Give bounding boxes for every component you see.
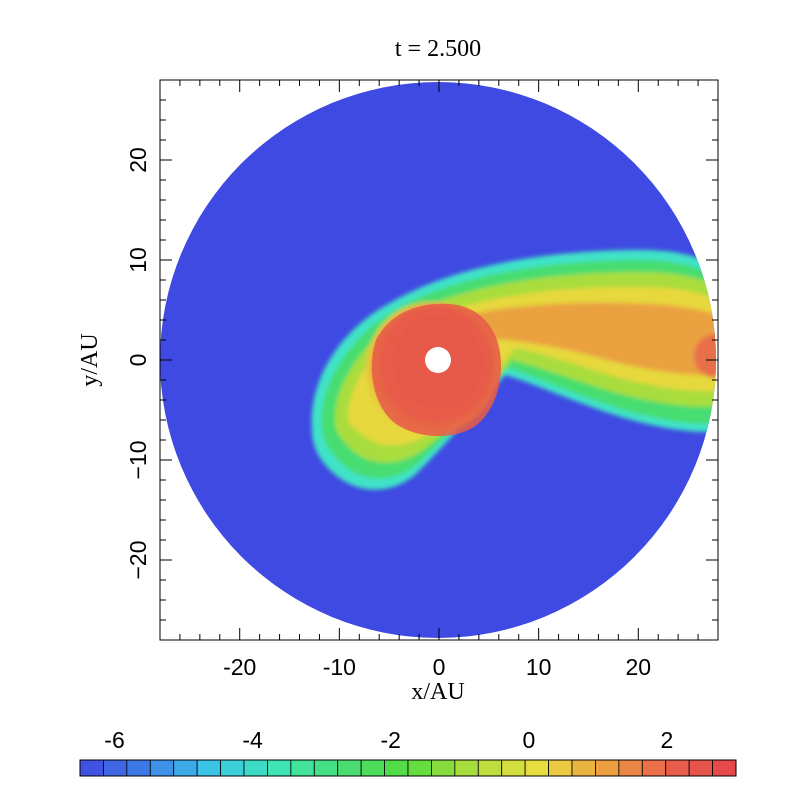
x-tick-label: 20 xyxy=(625,654,651,680)
x-tick-label: -20 xyxy=(223,654,256,680)
colorbar-segment xyxy=(477,759,503,777)
colorbar-segment xyxy=(243,759,268,777)
colorbar-segment xyxy=(337,759,362,777)
y-tick-label: −20 xyxy=(125,540,151,579)
y-tick-label: −10 xyxy=(125,440,151,479)
plot-area xyxy=(159,79,719,641)
colorbar-tick-label: -4 xyxy=(242,727,263,753)
colorbar-segment xyxy=(431,759,456,777)
colorbar-segment xyxy=(571,759,596,777)
colorbar-segment xyxy=(524,759,549,777)
colorbar-segment xyxy=(618,759,643,777)
colorbar-segment xyxy=(103,759,128,777)
colorbar xyxy=(79,759,737,777)
colorbar-segment xyxy=(149,759,175,777)
colorbar-tick-label: 0 xyxy=(522,727,535,753)
colorbar-segment xyxy=(454,759,479,777)
colorbar-segment xyxy=(313,759,339,777)
colorbar-segment xyxy=(384,759,409,777)
colorbar-segment xyxy=(360,759,385,777)
colorbar-segment xyxy=(290,759,315,777)
colorbar-tick-label: 2 xyxy=(661,727,674,753)
colorbar-tick-labels: -6 -4 -2 0 2 xyxy=(104,727,673,753)
x-tick-label: -10 xyxy=(323,654,356,680)
arm-orange xyxy=(440,302,716,376)
x-tick-labels: -20 -10 0 10 20 xyxy=(223,654,651,680)
y-tick-label: 20 xyxy=(125,147,151,173)
chart-title: t = 2.500 xyxy=(395,36,481,62)
x-tick-label: 0 xyxy=(433,654,446,680)
colorbar-segment xyxy=(267,759,292,777)
x-tick-label: 10 xyxy=(526,654,552,680)
y-tick-label: 0 xyxy=(125,354,151,367)
inner-hole xyxy=(425,347,451,373)
y-tick-labels: −20 −10 0 10 20 xyxy=(125,147,151,579)
colorbar-segment xyxy=(173,759,198,777)
y-tick-label: 10 xyxy=(125,247,151,273)
colorbar-segment xyxy=(548,759,573,777)
colorbar-segment xyxy=(688,759,713,777)
colorbar-segment xyxy=(501,759,526,777)
colorbar-segment xyxy=(126,759,151,777)
axis-ticks xyxy=(159,79,719,641)
colorbar-segment xyxy=(220,759,245,777)
y-axis-label: y/AU xyxy=(77,333,103,386)
colorbar-tick-label: -2 xyxy=(381,727,401,753)
arm-tip xyxy=(694,334,716,378)
colorbar-segment xyxy=(595,759,620,777)
colorbar-tick-label: -6 xyxy=(104,727,124,753)
colorbar-segment xyxy=(641,759,667,777)
x-axis-label: x/AU xyxy=(411,679,464,705)
colorbar-segment xyxy=(407,759,432,777)
colorbar-segment xyxy=(712,759,737,777)
colorbar-segment xyxy=(79,759,104,777)
colorbar-segment xyxy=(196,759,221,777)
colorbar-segment xyxy=(665,759,690,777)
colorbar-frame xyxy=(79,759,737,777)
